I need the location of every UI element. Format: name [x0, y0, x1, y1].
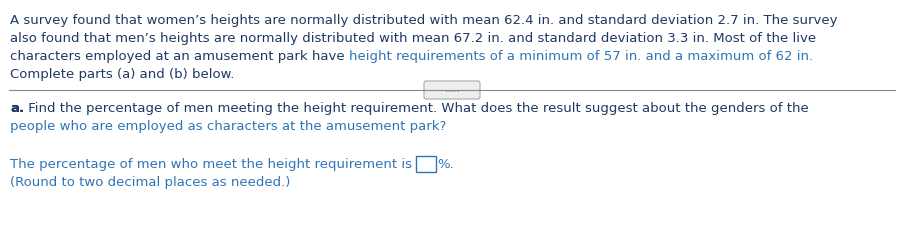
- Text: a.: a.: [10, 102, 24, 115]
- Text: Complete parts (a) and (b) below.: Complete parts (a) and (b) below.: [10, 68, 234, 81]
- Text: height requirements of a minimum of 57 in. and a maximum of 62 in.: height requirements of a minimum of 57 i…: [349, 50, 812, 63]
- Text: also found that men’s heights are normally distributed with mean 67.2 in. and st: also found that men’s heights are normal…: [10, 32, 815, 45]
- Text: .....: .....: [444, 85, 459, 95]
- Text: characters employed at an amusement park have: characters employed at an amusement park…: [10, 50, 349, 63]
- Text: A survey found that women’s heights are normally distributed with mean 62.4 in. : A survey found that women’s heights are …: [10, 14, 836, 27]
- Text: people who are employed as characters at the amusement park?: people who are employed as characters at…: [10, 120, 446, 133]
- Text: Find the percentage of men meeting the height requirement. What does the result : Find the percentage of men meeting the h…: [24, 102, 808, 115]
- FancyBboxPatch shape: [424, 81, 479, 99]
- Text: a.: a.: [10, 102, 24, 115]
- Text: (Round to two decimal places as needed.): (Round to two decimal places as needed.): [10, 176, 290, 189]
- Bar: [415, 156, 436, 172]
- Text: The percentage of men who meet the height requirement is: The percentage of men who meet the heigh…: [10, 158, 415, 171]
- Text: %.: %.: [437, 158, 453, 171]
